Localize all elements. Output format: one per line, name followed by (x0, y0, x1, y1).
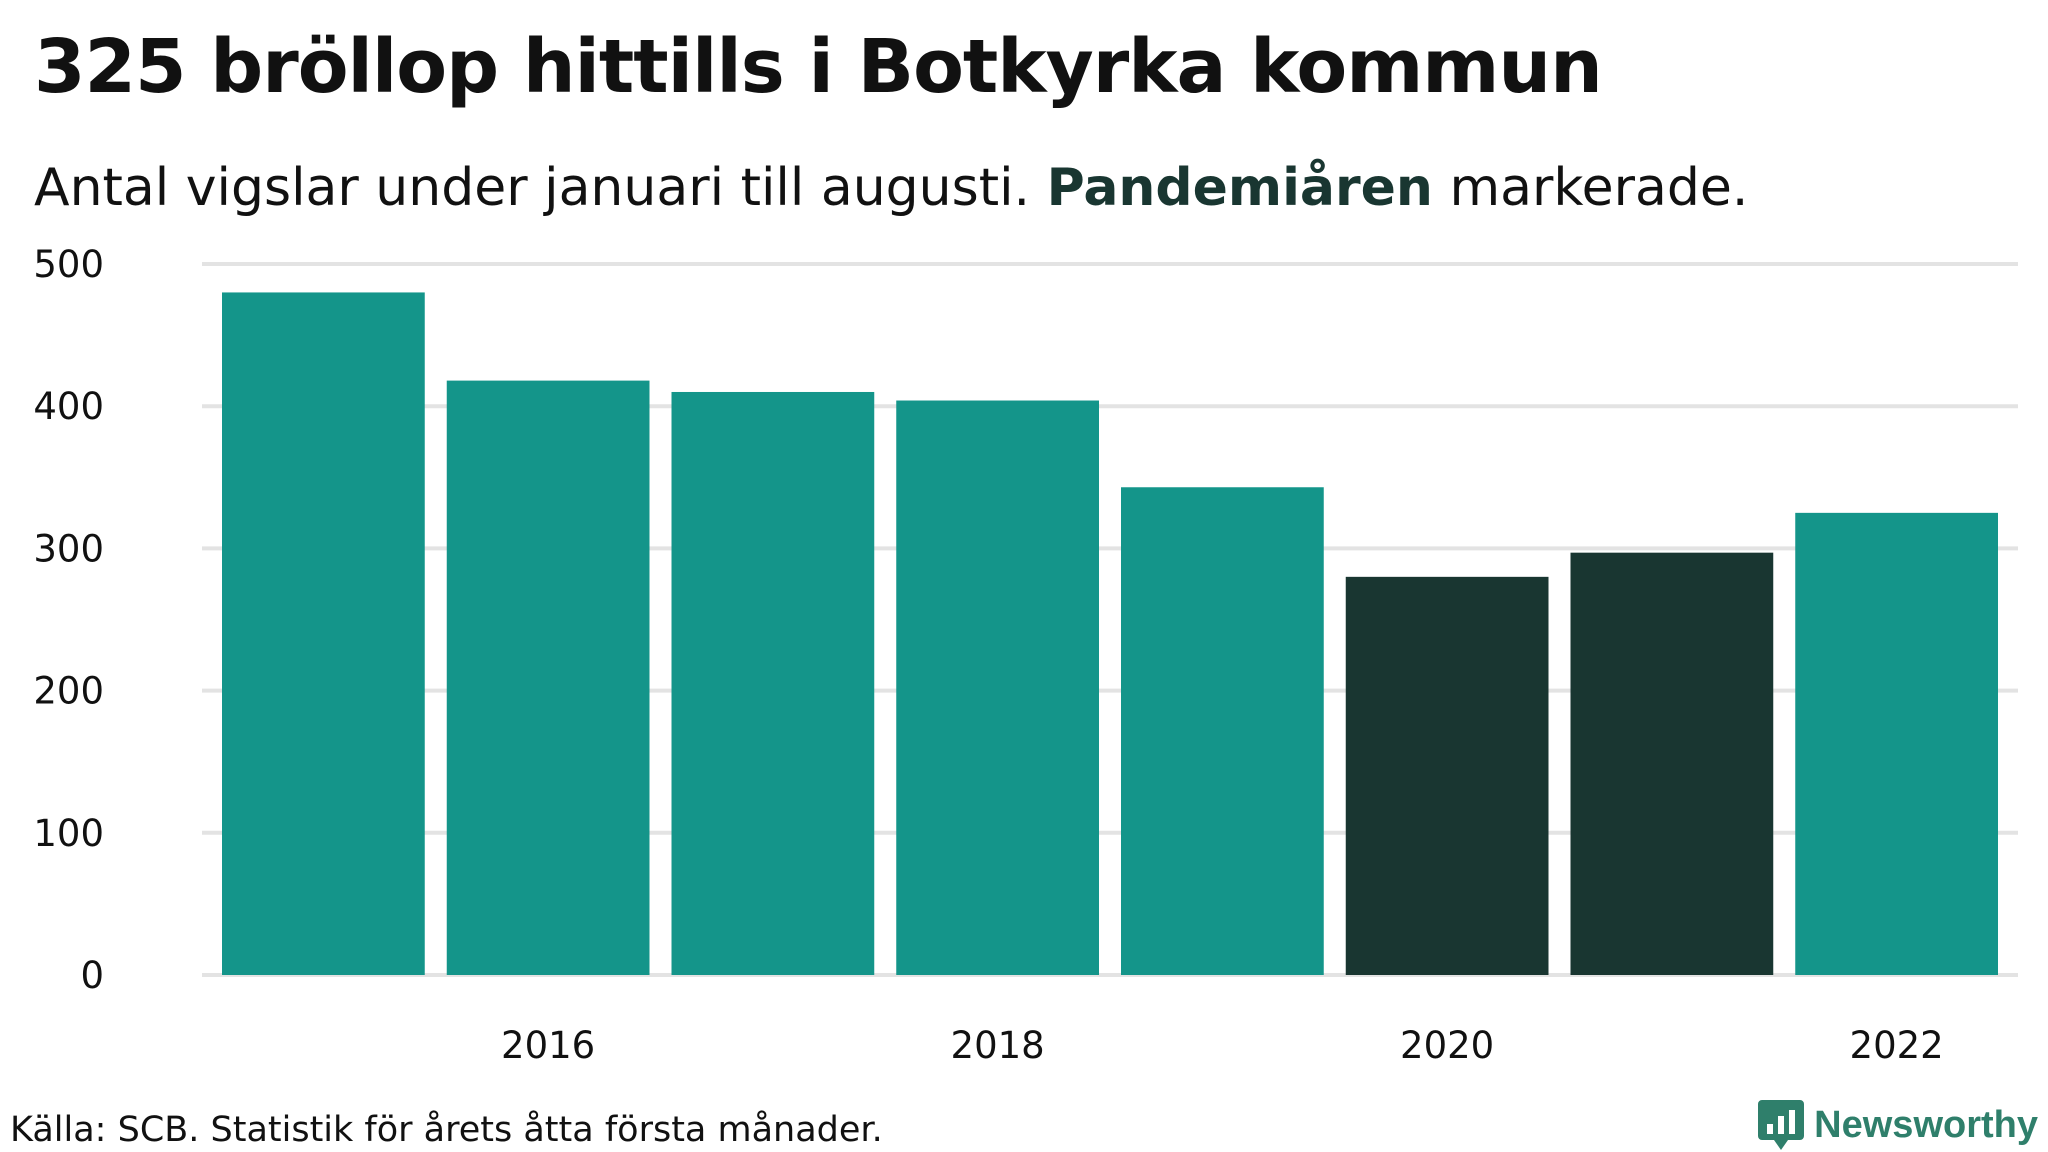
y-tick-label: 100 (33, 812, 104, 855)
source-note: Källa: SCB. Statistik för årets åtta för… (10, 1110, 883, 1150)
newsworthy-logo[interactable]: Newsworthy (1758, 1098, 2038, 1152)
x-tick-label: 2020 (1400, 1024, 1494, 1067)
bar-2015[interactable] (222, 292, 425, 975)
chart-title: 325 bröllop hittills i Botkyrka kommun (34, 24, 1603, 110)
y-tick-label: 400 (33, 385, 104, 428)
bar-2020[interactable] (1345, 576, 1549, 975)
bar-2017[interactable] (671, 391, 875, 976)
newsworthy-logo-icon (1758, 1100, 1805, 1150)
bar-2022[interactable] (1795, 512, 1998, 975)
x-tick-label: 2018 (951, 1024, 1045, 1067)
x-tick-label: 2022 (1850, 1024, 1944, 1067)
x-tick-label: 2016 (501, 1024, 595, 1067)
y-tick-label: 300 (33, 527, 104, 570)
bar-2018[interactable] (896, 400, 1099, 976)
chart-subtitle: Antal vigslar under januari till augusti… (34, 148, 1748, 228)
bar-2021[interactable] (1570, 552, 1774, 975)
y-tick-label: 0 (80, 954, 104, 997)
newsworthy-logo-text: Newsworthy (1814, 1104, 2038, 1146)
subtitle-text-after: markerade. (1432, 158, 1749, 218)
x-axis-ticks: 2016 2018 2020 2022 (501, 1024, 1944, 1067)
subtitle-highlight-pandemic: Pandemiåren (1046, 158, 1433, 218)
bars (222, 292, 1998, 976)
bar-2019[interactable] (1121, 487, 1324, 975)
subtitle-text-before: Antal vigslar under januari till augusti… (34, 158, 1047, 218)
bar-2016[interactable] (446, 380, 650, 975)
y-tick-label: 500 (33, 243, 104, 286)
y-tick-label: 200 (33, 670, 104, 713)
y-axis-ticks: 0 100 200 300 400 500 (33, 243, 104, 997)
